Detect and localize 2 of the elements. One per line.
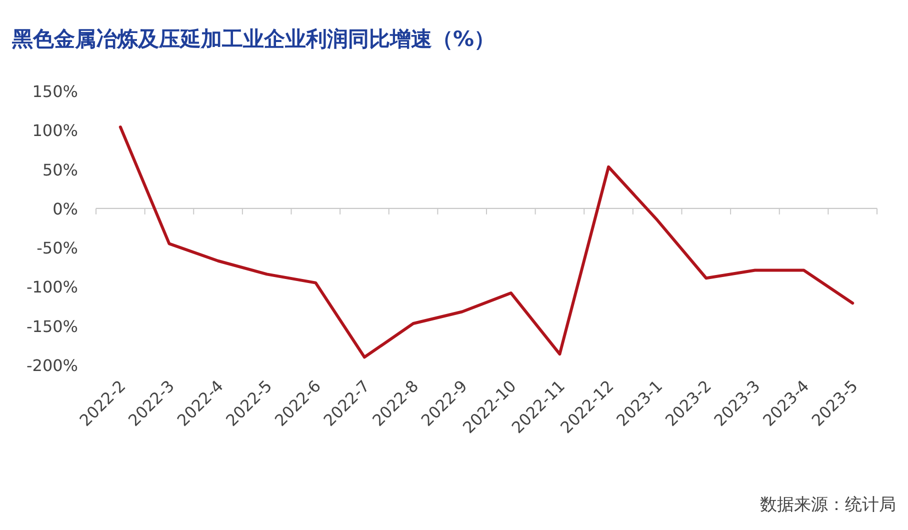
annotation: 数据来源：统计局 — [760, 495, 896, 515]
title: 黑色金属冶炼及压延加工业企业利润同比增速（%） — [12, 27, 496, 51]
